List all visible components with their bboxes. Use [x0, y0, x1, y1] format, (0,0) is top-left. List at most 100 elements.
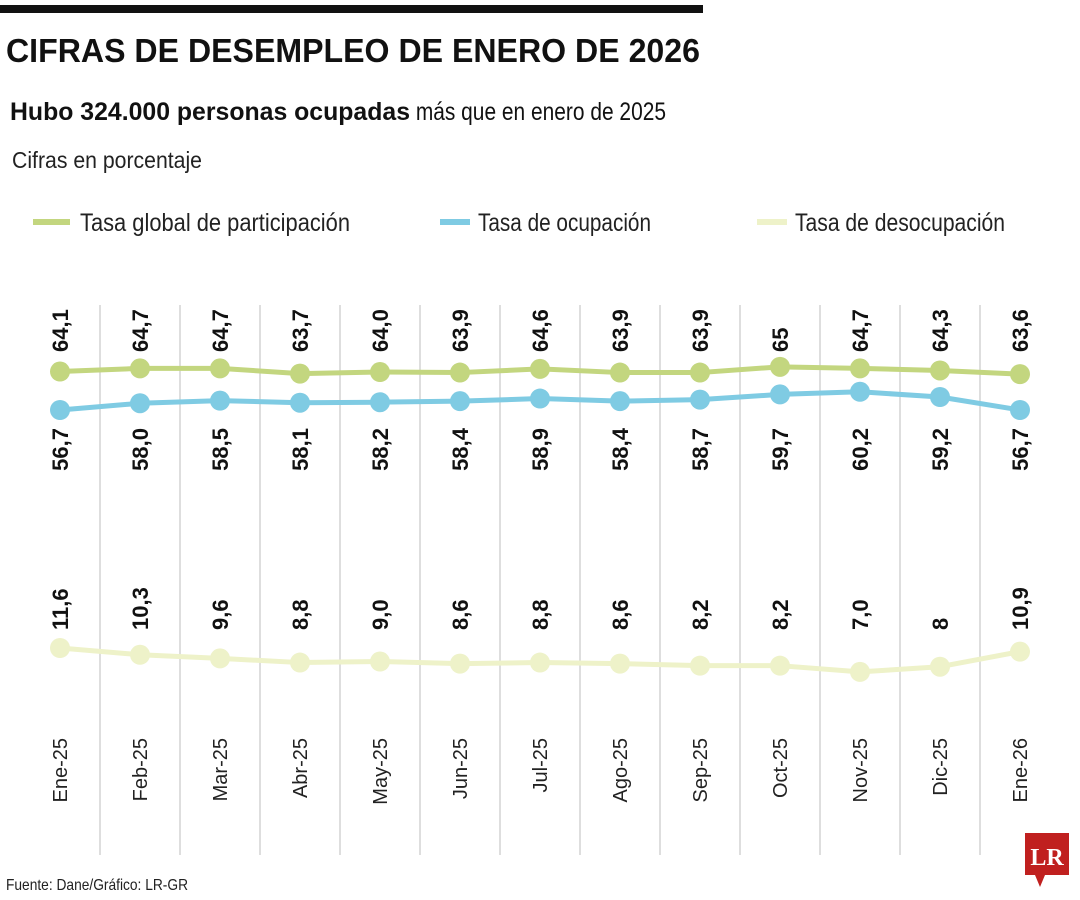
data-label-ocupacion: 58,2 [368, 428, 393, 471]
data-point-ocupacion [930, 387, 950, 407]
data-point-participacion [930, 360, 950, 381]
data-point-desocupacion [450, 653, 470, 674]
data-label-participacion: 64,0 [368, 309, 393, 352]
data-label-ocupacion: 58,9 [528, 428, 553, 471]
data-point-ocupacion [610, 391, 630, 412]
data-point-desocupacion [210, 648, 230, 669]
data-point-participacion [530, 358, 550, 379]
data-point-ocupacion [770, 384, 790, 405]
data-point-participacion [850, 358, 870, 379]
data-label-desocupacion: 10,3 [128, 587, 153, 630]
data-label-ocupacion: 58,4 [448, 427, 473, 471]
data-point-desocupacion [610, 653, 630, 674]
data-point-ocupacion [370, 392, 390, 413]
data-point-ocupacion [210, 390, 230, 411]
data-label-desocupacion: 8,2 [688, 599, 713, 630]
data-label-participacion: 65 [768, 328, 793, 352]
data-point-desocupacion [690, 655, 710, 676]
data-point-ocupacion [450, 391, 470, 412]
data-point-participacion [450, 362, 470, 383]
x-tick-label: Nov-25 [850, 738, 872, 802]
data-label-ocupacion: 58,0 [128, 428, 153, 471]
data-point-participacion [130, 358, 150, 379]
data-label-desocupacion: 8,8 [528, 599, 553, 630]
data-label-participacion: 63,9 [608, 309, 633, 352]
data-label-participacion: 63,7 [288, 309, 313, 352]
data-point-ocupacion [1010, 400, 1030, 420]
data-point-participacion [210, 358, 230, 379]
data-point-desocupacion [50, 638, 70, 658]
data-label-desocupacion: 9,6 [208, 599, 233, 630]
legend-label-participacion: Tasa global de participación [80, 209, 350, 237]
data-label-ocupacion: 56,7 [48, 428, 73, 471]
data-label-ocupacion: 58,4 [608, 427, 633, 471]
data-point-desocupacion [130, 644, 150, 665]
data-point-ocupacion [850, 381, 870, 402]
x-tick-label: Ene-26 [1010, 738, 1032, 803]
data-label-ocupacion: 60,2 [848, 428, 873, 471]
data-label-ocupacion: 58,1 [288, 428, 313, 471]
data-point-desocupacion [370, 651, 390, 672]
data-label-ocupacion: 56,7 [1008, 428, 1033, 471]
data-label-ocupacion: 58,5 [208, 428, 233, 471]
x-tick-label: Abr-25 [290, 738, 312, 798]
data-label-desocupacion: 9,0 [368, 599, 393, 630]
data-label-participacion: 63,9 [688, 309, 713, 352]
data-label-ocupacion: 59,2 [928, 428, 953, 471]
data-label-participacion: 64,7 [208, 309, 233, 352]
data-label-participacion: 64,7 [128, 309, 153, 352]
data-point-participacion [610, 362, 630, 383]
legend-label-desocupacion: Tasa de desocupación [795, 209, 1005, 237]
x-tick-label: Ene-25 [50, 738, 72, 803]
subtitle: Hubo 324.000 personas ocupadas más que e… [10, 98, 666, 126]
page-title: CIFRAS DE DESEMPLEO DE ENERO DE 2026 [6, 32, 700, 69]
data-label-participacion: 63,6 [1008, 309, 1033, 352]
legend: Tasa global de participación Tasa de ocu… [33, 209, 1005, 237]
source-note: Fuente: Dane/Gráfico: LR-GR [6, 877, 188, 894]
data-point-ocupacion [130, 393, 150, 414]
x-tick-label: Dic-25 [930, 738, 952, 796]
plot-area: Ene-25 Feb-25 Mar-25 Abr-25 May-25 Jun-25 Jul-… [48, 309, 1033, 805]
data-label-ocupacion: 58,7 [688, 428, 713, 471]
data-point-desocupacion [930, 656, 950, 677]
x-tick-label: Feb-25 [130, 738, 152, 801]
data-label-participacion: 64,1 [48, 309, 73, 352]
x-tick-label: Jul-25 [530, 738, 552, 792]
x-tick-label: Mar-25 [210, 738, 232, 801]
data-label-desocupacion: 11,6 [48, 588, 73, 630]
subtitle-rest: más que en enero de 2025 [410, 98, 666, 126]
data-point-participacion [370, 362, 390, 383]
data-point-ocupacion [530, 388, 550, 409]
data-label-desocupacion: 8,6 [608, 599, 633, 630]
data-label-ocupacion: 59,7 [768, 428, 793, 471]
data-point-ocupacion [690, 389, 710, 410]
data-point-ocupacion [290, 392, 310, 413]
top-rule [0, 5, 703, 13]
subtitle-bold: Hubo 324.000 personas ocupadas [10, 98, 410, 126]
data-label-desocupacion: 8,8 [288, 599, 313, 630]
data-label-desocupacion: 8,6 [448, 599, 473, 630]
svg-text:LR: LR [1030, 845, 1064, 871]
data-label-participacion: 64,7 [848, 309, 873, 352]
data-point-participacion [1010, 364, 1030, 385]
data-point-desocupacion [290, 652, 310, 673]
data-point-desocupacion [1010, 641, 1030, 662]
x-tick-label: Ago-25 [610, 738, 632, 803]
x-tick-label: Sep-25 [690, 738, 712, 803]
data-point-desocupacion [770, 655, 790, 676]
data-point-desocupacion [850, 661, 870, 682]
data-label-desocupacion: 8,2 [768, 599, 793, 630]
data-label-participacion: 64,3 [928, 309, 953, 352]
data-point-ocupacion [50, 400, 70, 420]
data-point-desocupacion [530, 652, 550, 673]
lr-logo: LR [1025, 833, 1069, 887]
x-tick-label: Jun-25 [450, 738, 472, 799]
data-label-desocupacion: 8 [928, 618, 953, 630]
data-point-participacion [290, 363, 310, 384]
legend-label-ocupacion: Tasa de ocupación [478, 209, 651, 237]
data-point-participacion [690, 362, 710, 383]
units-note: Cifras en porcentaje [12, 147, 202, 173]
data-label-participacion: 63,9 [448, 309, 473, 352]
data-label-participacion: 64,6 [528, 309, 553, 352]
